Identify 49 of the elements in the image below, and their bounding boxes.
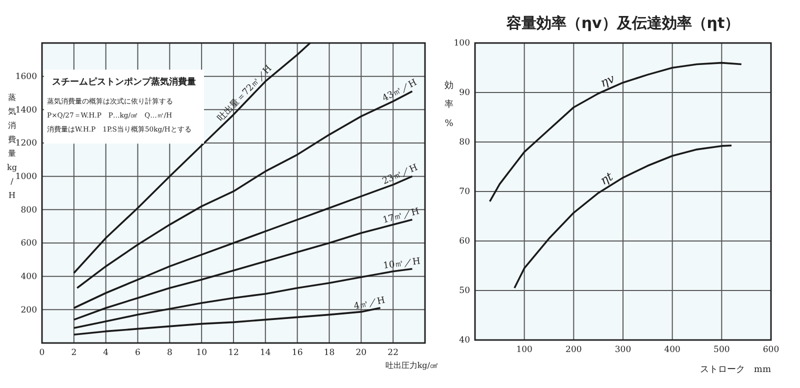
x-tick-label: 8 [166,348,172,358]
x-axis-title: ストローク mm [700,365,772,375]
x-tick-label: 2 [71,348,77,358]
text: 4㎥／H [353,296,386,312]
x-tick-label: 12 [228,348,239,358]
y-tick-label: 40 [459,336,470,346]
x-tick-label: 4 [103,348,109,358]
text: 10㎥／H [382,256,422,272]
y-tick-label: 200 [20,305,37,316]
y-tick-label: 1600 [15,72,37,82]
x-tick-label: 0 [39,348,45,358]
text: 17㎥／H [382,206,421,226]
line-series [488,62,742,202]
x-tick-label: 20 [356,348,367,358]
y-tick-label: 1400 [15,105,37,116]
x-tick-label: 6 [135,348,140,358]
x-tick-label: 300 [614,345,632,356]
y-tick-label: 1200 [15,138,37,149]
text: 43㎥／H [381,78,419,104]
line-series [514,144,732,289]
text: 23㎥／H [381,162,420,188]
y-tick-label: 400 [20,272,37,282]
x-tick-label: 16 [292,348,303,358]
x-tick-label: 100 [516,345,532,356]
y-tick-label: 800 [20,205,37,216]
line-series [73,268,414,329]
x-tick-label: 10 [196,348,207,358]
y-tick-label: 90 [459,88,470,98]
y-tick-label: 60 [459,236,470,247]
y-tick-label: 1000 [15,172,37,182]
x-tick-label: 14 [260,348,271,358]
text: ηv [598,71,617,90]
x-axis-title: 吐出圧力kg/㎠ [385,361,438,370]
x-tick-label: 18 [324,348,335,358]
y-tick-label: 600 [20,238,37,249]
y-tick-label: 50 [459,286,470,296]
x-tick-label: 600 [762,345,780,356]
y-axis-title: 蒸気消費量kg/H [7,93,17,200]
x-tick-label: 200 [566,345,582,356]
y-tick-label: 70 [459,187,470,198]
x-tick-label: 400 [664,345,680,356]
text: スチームピストンポンプ蒸気消費量 [52,76,196,88]
x-tick-label: 500 [714,345,730,356]
chart-title: 容量効率（ηv）及伝達効率（ηt） [505,14,740,32]
text: ηt [598,169,616,188]
y-tick-label: 80 [459,138,470,148]
y-axis-title: 効率% [444,80,454,129]
y-tick-label: 100 [454,38,470,49]
x-tick-label: 22 [388,348,398,358]
